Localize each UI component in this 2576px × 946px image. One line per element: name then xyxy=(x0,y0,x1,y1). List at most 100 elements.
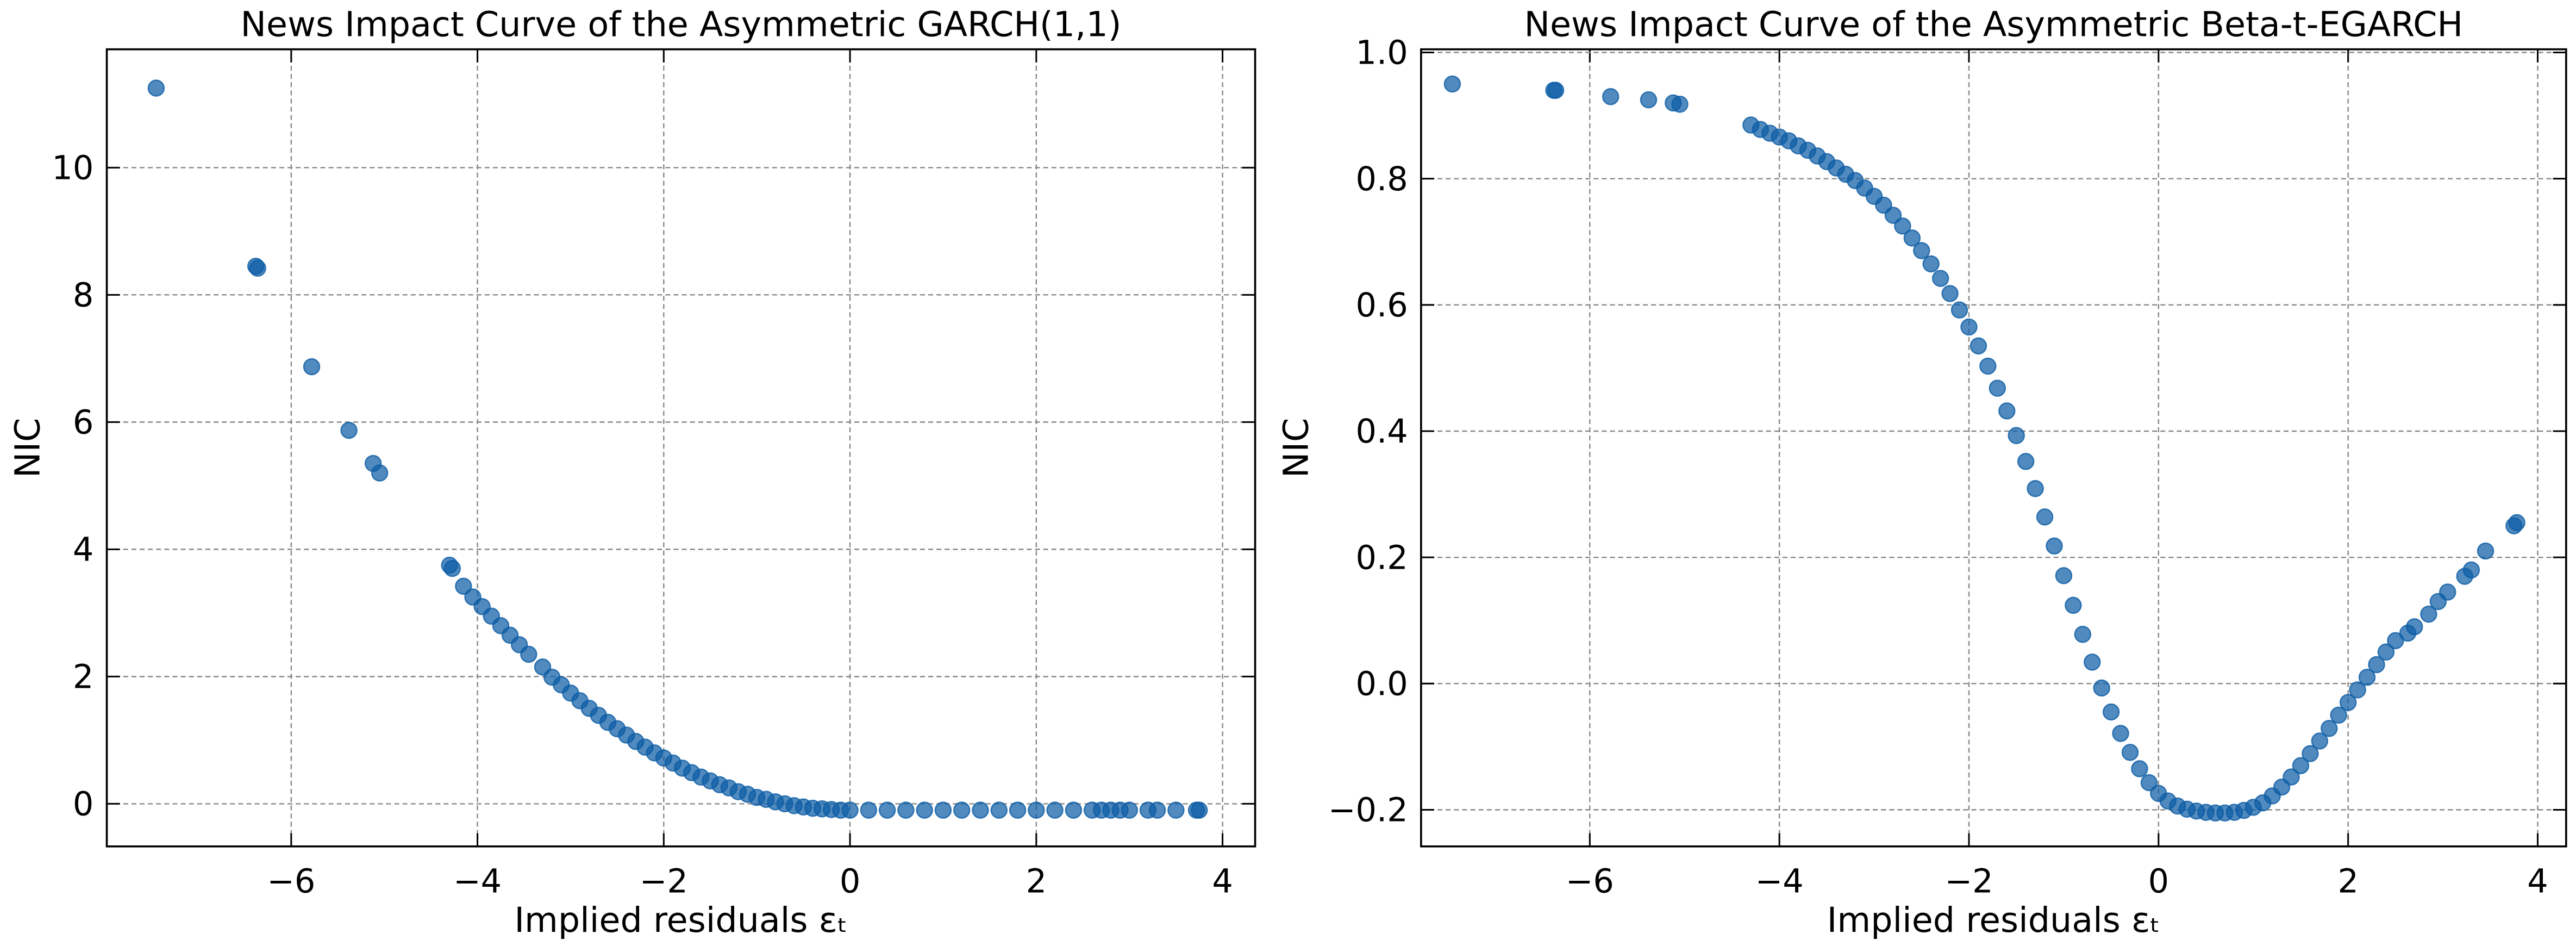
y-tick-label: 6 xyxy=(73,404,93,442)
x-tick-label: −4 xyxy=(453,862,502,900)
axes-frame xyxy=(105,48,1256,848)
scatter-point xyxy=(443,559,461,577)
axes-frame xyxy=(1420,48,2567,848)
x-tick-label: 4 xyxy=(2527,862,2548,900)
scatter-point xyxy=(1009,801,1027,819)
scatter-point xyxy=(2406,618,2423,636)
scatter-point xyxy=(1979,357,1997,375)
x-tick-label: 0 xyxy=(2148,862,2169,900)
scatter-point xyxy=(2283,768,2300,786)
x-tick-label: −2 xyxy=(640,862,688,900)
scatter-point xyxy=(860,801,878,819)
y-tick-label: 0.4 xyxy=(1356,413,1408,451)
scatter-point xyxy=(878,801,896,819)
scatter-point xyxy=(1547,82,1565,99)
y-tick-label: 10 xyxy=(52,149,93,187)
scatter-point xyxy=(1121,801,1138,819)
scatter-point xyxy=(916,801,933,819)
scatter-point xyxy=(1640,91,1658,109)
scatter-point xyxy=(2349,681,2366,699)
scatter-point xyxy=(1602,88,1620,105)
scatter-point xyxy=(2131,760,2148,777)
scatter-point xyxy=(2339,694,2357,711)
scatter-point xyxy=(1443,75,1461,93)
y-tick-label: 2 xyxy=(73,658,93,696)
scatter-point xyxy=(1998,402,2016,420)
y-tick-label: 0.8 xyxy=(1356,160,1408,198)
y-tick-label: 4 xyxy=(73,531,93,569)
x-tick-label: −2 xyxy=(1944,862,1993,900)
y-axis-label: NIC xyxy=(1276,418,1316,478)
scatter-point xyxy=(2439,583,2456,601)
scatter-point xyxy=(1028,801,1045,819)
y-tick-label: 0 xyxy=(73,786,93,824)
chart-title: News Impact Curve of the Asymmetric Beta… xyxy=(1524,4,2464,45)
scatter-point xyxy=(2321,720,2338,737)
y-tick-label: −0.2 xyxy=(1328,792,1408,830)
chart-title: News Impact Curve of the Asymmetric GARC… xyxy=(241,4,1122,45)
scatter-point xyxy=(1922,255,1940,273)
scatter-point xyxy=(1960,318,1978,336)
scatter-point xyxy=(2121,744,2139,761)
scatter-point xyxy=(2065,596,2082,614)
scatter-point xyxy=(249,259,266,277)
x-tick-label: −4 xyxy=(1755,862,1804,900)
scatter-point xyxy=(2462,561,2480,579)
scatter-point xyxy=(1190,801,1208,819)
x-tick-label: 4 xyxy=(1212,862,1233,900)
x-axis-label: Implied residuals εₜ xyxy=(514,900,847,940)
scatter-point xyxy=(2477,542,2494,560)
x-tick-label: −6 xyxy=(1566,862,1614,900)
scatter-point xyxy=(2330,706,2347,724)
scatter-point xyxy=(2112,725,2129,742)
x-axis-label: Implied residuals εₜ xyxy=(1827,900,2160,940)
scatter-point xyxy=(990,801,1008,819)
scatter-point xyxy=(2302,745,2319,762)
x-tick-label: 2 xyxy=(1026,862,1047,900)
scatter-point xyxy=(1931,270,1949,287)
scatter-point xyxy=(2093,679,2110,697)
scatter-point xyxy=(2292,757,2310,774)
scatter-point xyxy=(2140,774,2158,792)
scatter-point xyxy=(2508,514,2525,532)
scatter-point xyxy=(2420,605,2437,623)
scatter-point xyxy=(520,645,537,663)
scatter-point xyxy=(1950,301,1968,319)
scatter-point xyxy=(2055,567,2073,584)
scatter-point xyxy=(2036,508,2054,526)
scatter-point xyxy=(147,79,165,97)
scatter-point xyxy=(371,464,389,482)
scatter-point xyxy=(1148,801,1166,819)
scatter-point xyxy=(1969,337,1987,354)
scatter-point xyxy=(2074,626,2092,643)
scatter-point xyxy=(2377,643,2395,661)
scatter-point xyxy=(2027,480,2044,497)
scatter-point xyxy=(897,801,915,819)
scatter-point xyxy=(1903,229,1921,247)
y-axis-label: NIC xyxy=(8,418,48,478)
scatter-point xyxy=(1894,217,1911,235)
scatter-point xyxy=(2311,732,2329,750)
x-tick-label: −6 xyxy=(267,862,315,900)
scatter-point xyxy=(972,801,989,819)
scatter-point xyxy=(841,801,859,819)
scatter-point xyxy=(1167,801,1185,819)
scatter-point xyxy=(2358,668,2376,686)
y-tick-label: 0.2 xyxy=(1356,539,1408,577)
scatter-point xyxy=(2017,452,2035,470)
scatter-point xyxy=(1941,285,1959,302)
scatter-point xyxy=(1884,207,1902,224)
scatter-point xyxy=(2368,656,2385,674)
scatter-point xyxy=(1065,801,1083,819)
scatter-point xyxy=(1671,95,1689,113)
scatter-point xyxy=(1989,379,2006,397)
y-tick-label: 0.0 xyxy=(1356,665,1408,703)
scatter-point xyxy=(303,358,321,376)
y-tick-label: 1.0 xyxy=(1356,34,1408,72)
y-tick-label: 0.6 xyxy=(1356,287,1408,325)
scatter-point xyxy=(2084,654,2101,671)
x-tick-label: 2 xyxy=(2337,862,2358,900)
scatter-point xyxy=(2046,537,2063,555)
